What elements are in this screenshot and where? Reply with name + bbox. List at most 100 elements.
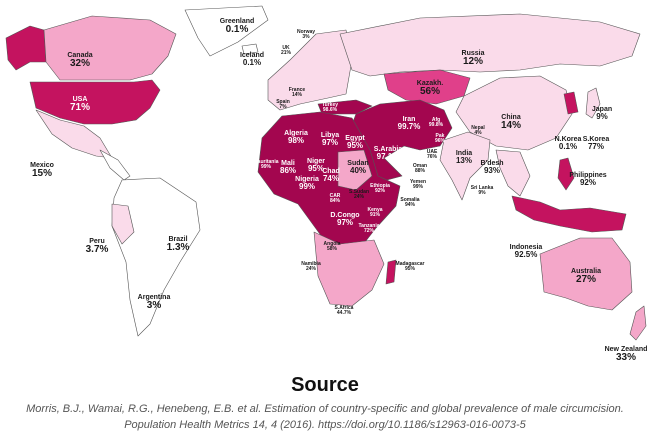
iceland-region xyxy=(241,43,259,55)
country-value: 94% xyxy=(404,202,415,209)
country-value: 56% xyxy=(419,86,440,98)
country-value: 95% xyxy=(404,266,415,273)
country-value: 4% xyxy=(474,130,482,137)
country-name: Ethiopia xyxy=(370,183,390,189)
country-name: Somalia xyxy=(400,197,420,203)
country-label-france: France 14% xyxy=(288,87,306,99)
country-name: Chad xyxy=(322,168,340,175)
country-value: 93% xyxy=(483,166,500,176)
country-value: 44.7% xyxy=(336,310,352,317)
country-value: 97.1% xyxy=(376,152,400,162)
country-label-mauritania: Mauritania 99% xyxy=(253,159,279,171)
country-label-iran: Iran 99.7% xyxy=(398,116,421,132)
country-value: 7% xyxy=(279,104,287,111)
country-value: 91% xyxy=(369,212,381,219)
madagascar-region xyxy=(385,259,397,285)
europe-region xyxy=(267,29,353,111)
country-name: S.Arabia xyxy=(373,146,403,153)
country-label-madagascar: Madagascar 95% xyxy=(395,261,425,273)
alaska-region xyxy=(5,25,47,71)
country-label-nigeria: Nigeria 99% xyxy=(295,176,319,192)
country-value: 97% xyxy=(321,138,339,148)
country-label-car: CAR 84% xyxy=(330,193,341,205)
country-name: Spain xyxy=(276,99,290,105)
country-value: 27% xyxy=(575,274,596,286)
country-label-uk: UK 21% xyxy=(281,45,291,57)
country-value: 74% xyxy=(322,174,339,184)
country-value: 9% xyxy=(596,112,608,122)
country-label-kazakh: Kazakh. 56% xyxy=(417,80,443,98)
country-name: Niger xyxy=(307,158,325,165)
africa-south-region xyxy=(313,231,385,307)
country-name: Turkey xyxy=(321,102,339,108)
country-name: Madagascar xyxy=(395,261,425,267)
country-value: 1.3% xyxy=(166,242,190,254)
citation-line-1: Morris, B.J., Wamai, R.G., Henebeng, E.B… xyxy=(26,403,624,415)
country-name: Mauritania xyxy=(253,159,279,165)
russia-region xyxy=(339,13,641,77)
country-label-algeria: Algeria 98% xyxy=(284,130,308,146)
africa-north-region xyxy=(257,111,401,249)
country-label-saudi: S.Arabia 97.1% xyxy=(374,146,402,162)
country-name: Canada xyxy=(67,52,93,59)
south-america-region xyxy=(111,177,201,337)
country-name: Iceland xyxy=(239,52,265,59)
country-value: 13% xyxy=(455,156,472,166)
country-label-sudan: Sudan 40% xyxy=(347,160,368,176)
country-name: Kazakh. xyxy=(416,80,444,87)
india-region xyxy=(439,131,491,201)
country-name: Libya xyxy=(320,132,340,139)
country-label-skorea: S.Korea 77% xyxy=(583,136,609,152)
country-label-indonesia: Indonesia 92.5% xyxy=(510,244,543,260)
indonesia-region xyxy=(511,195,627,233)
country-value: 92.5% xyxy=(514,250,538,260)
country-name: Australia xyxy=(571,268,601,275)
country-value: 99% xyxy=(260,164,272,171)
country-name: China xyxy=(501,114,521,121)
japan-region xyxy=(585,87,601,119)
country-label-kenya: Kenya 91% xyxy=(367,207,383,219)
source-title: Source xyxy=(291,374,359,396)
country-label-greenland: Greenland 0.1% xyxy=(220,18,255,36)
country-name: Japan xyxy=(591,106,613,113)
country-label-libya: Libya 97% xyxy=(321,132,339,148)
philippines-region xyxy=(557,157,575,191)
country-label-niger: Niger 95% xyxy=(307,158,325,174)
country-name: Argentina xyxy=(137,294,171,301)
country-value: 76% xyxy=(426,154,437,161)
country-value: 40% xyxy=(349,166,367,176)
country-label-mexico: Mexico 15% xyxy=(30,162,54,180)
country-name: Pak xyxy=(435,133,445,139)
country-name: Kenya xyxy=(367,207,383,213)
country-value: 88% xyxy=(414,168,426,175)
country-value: 98.6% xyxy=(322,107,338,114)
citation: Morris, B.J., Wamai, R.G., Henebeng, E.B… xyxy=(0,402,650,434)
country-value: 92% xyxy=(374,188,386,195)
country-label-uae: UAE 76% xyxy=(426,149,438,161)
country-name: S.Korea xyxy=(582,136,610,143)
country-name: Egypt xyxy=(345,135,365,142)
usa-region xyxy=(29,79,161,125)
country-name: S.Africa xyxy=(334,305,354,311)
country-label-angola: Angola 58% xyxy=(324,241,341,253)
country-label-bangl: B'desh 93% xyxy=(480,160,503,176)
country-value: 3% xyxy=(146,300,162,312)
kazakhstan-region xyxy=(383,69,471,105)
country-label-philippines: Philippines 92% xyxy=(569,172,606,188)
country-label-canada: Canada 32% xyxy=(67,52,92,70)
country-name: Peru xyxy=(89,238,105,245)
world-map xyxy=(5,5,647,341)
country-label-turkey: Turkey 98.6% xyxy=(321,102,339,114)
country-value: 71% xyxy=(69,102,91,114)
country-value: 0.1% xyxy=(225,24,249,36)
country-name: Algeria xyxy=(284,130,308,137)
new-zealand-region xyxy=(629,305,647,341)
country-value: 86% xyxy=(279,166,297,176)
country-value: 0.1% xyxy=(242,58,262,68)
country-label-egypt: Egypt 95% xyxy=(345,135,364,151)
country-name: France xyxy=(288,87,306,93)
greenland-region xyxy=(184,5,269,57)
country-value: 99% xyxy=(412,184,423,191)
country-label-japan: Japan 9% xyxy=(592,106,612,122)
country-label-yemen: Yemen 99% xyxy=(410,179,426,191)
